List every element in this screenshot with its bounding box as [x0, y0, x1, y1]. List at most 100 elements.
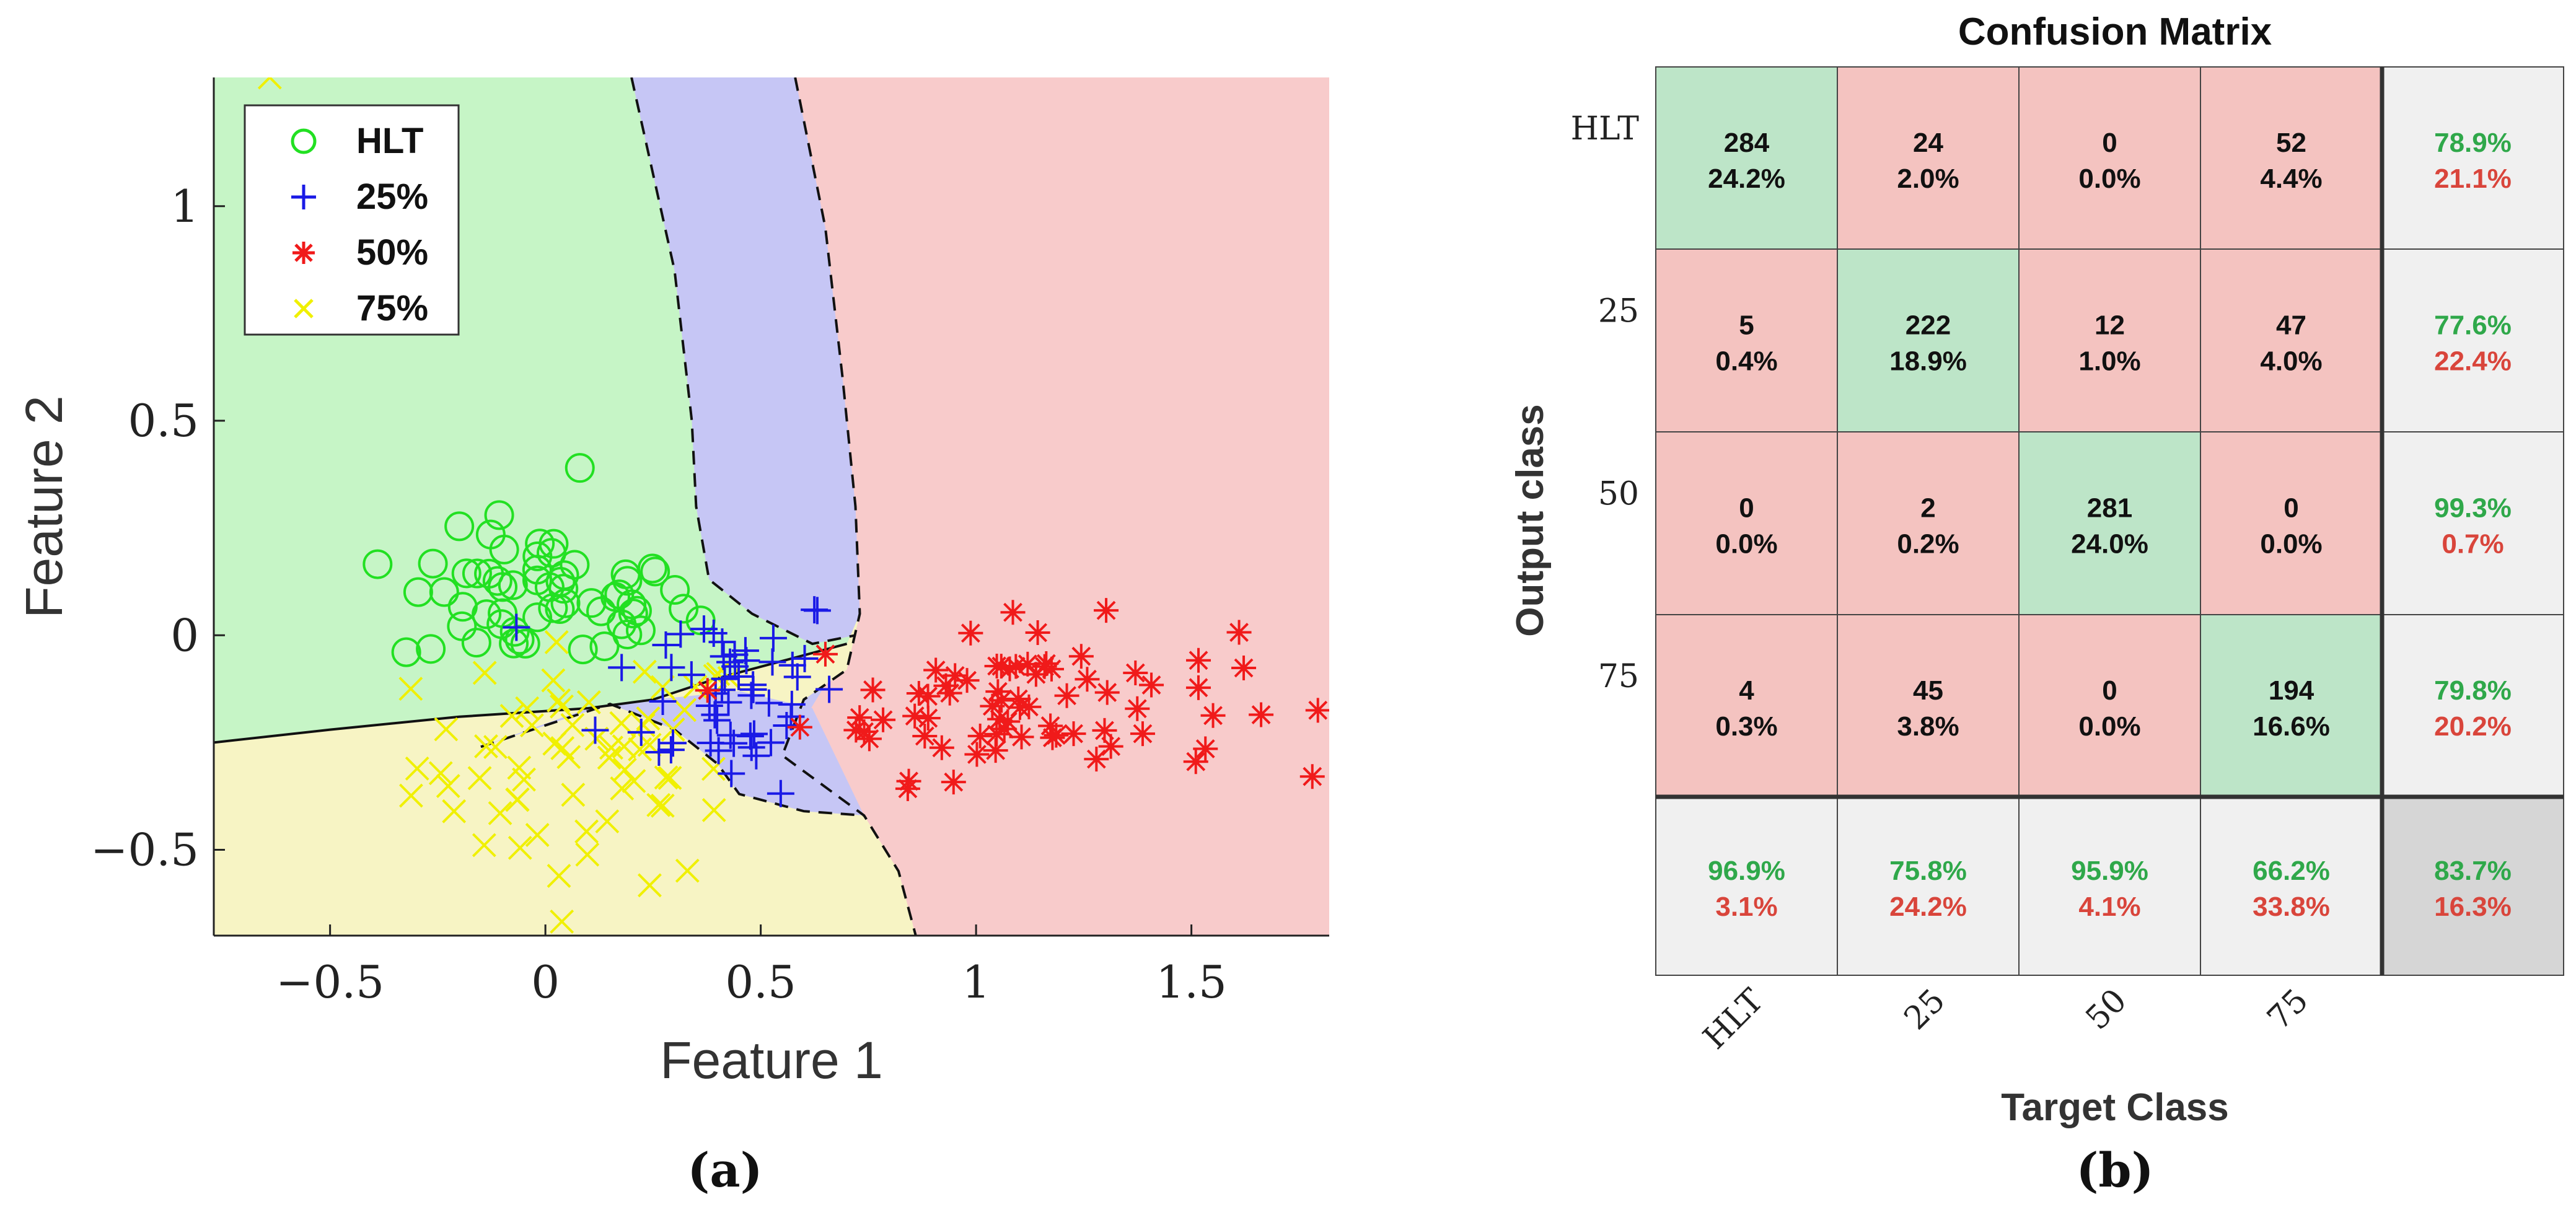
point-50: [1023, 662, 1048, 687]
cm-count: 2: [1920, 493, 1935, 524]
region-25: [631, 77, 860, 756]
point-75: [544, 630, 569, 654]
point-75: [701, 798, 726, 822]
point-50: [1231, 655, 1257, 680]
point-50: [937, 680, 962, 706]
cm-percent: 18.9%: [1889, 346, 1967, 377]
point-50: [923, 657, 949, 683]
point-50: [1249, 702, 1274, 727]
point-hlt: [363, 549, 393, 579]
cm-percent: 4.4%: [2260, 164, 2322, 194]
point-hlt: [504, 625, 535, 655]
cm-count: 0: [2102, 128, 2117, 158]
point-25: [677, 661, 705, 689]
cm-cell: [1837, 796, 2020, 976]
point-25: [783, 663, 811, 691]
legend-marker-75: [294, 299, 314, 318]
point-hlt: [451, 558, 481, 589]
x-axis-label: Feature 1: [660, 1031, 883, 1089]
point-50: [1003, 654, 1029, 679]
point-75: [541, 668, 566, 693]
row-label: HLT: [1571, 110, 1640, 147]
col-label: HLT: [1696, 982, 1771, 1057]
legend-entry-50: 50%: [292, 232, 428, 273]
x-tick-label: 1.5: [1156, 956, 1227, 1008]
point-50: [995, 709, 1021, 734]
cm-percent: 0.0%: [2078, 711, 2140, 742]
cm-percent: 24.0%: [2071, 529, 2148, 560]
point-50: [1139, 672, 1164, 698]
point-75: [599, 735, 623, 760]
point-50: [929, 735, 954, 760]
point-25: [759, 624, 787, 652]
point-50: [984, 721, 1009, 747]
point-25: [725, 662, 752, 690]
cm-cell: [1655, 66, 1838, 250]
cm-cell: [2018, 796, 2201, 976]
point-25: [645, 739, 673, 766]
point-25: [778, 690, 806, 718]
point-50: [895, 776, 920, 801]
cm-percent: 4.0%: [2260, 346, 2322, 377]
point-50: [695, 678, 720, 703]
point-hlt: [669, 594, 699, 624]
point-75: [467, 766, 492, 791]
point-50: [1075, 667, 1100, 692]
col-label: 50: [2078, 982, 2134, 1037]
legend-marker-50: [292, 242, 315, 264]
point-75: [622, 769, 646, 793]
point-25: [714, 688, 742, 716]
point-50: [1016, 694, 1042, 719]
point-50: [1098, 734, 1123, 759]
scatter-points: [257, 77, 1329, 934]
point-50: [967, 723, 993, 748]
point-hlt: [576, 588, 607, 618]
point-50: [1094, 680, 1120, 705]
x-tick-label: 1: [962, 956, 990, 1008]
point-hlt: [475, 519, 506, 550]
point-75: [650, 793, 675, 818]
point-50: [984, 653, 1009, 678]
axis-ticks: −0.5 0 0.5 1 1.5 −0.5 0 0.5 1: [90, 77, 1329, 1008]
point-75: [550, 694, 574, 719]
cm-cell: [2200, 614, 2383, 797]
point-75: [675, 858, 700, 883]
y-tick-label: 1: [170, 180, 199, 232]
point-50: [912, 724, 938, 749]
y-tick-label: −0.5: [90, 824, 199, 876]
cm-count: 24: [1913, 128, 1943, 158]
legend-marker-25: [291, 185, 316, 209]
point-hlt: [522, 602, 553, 633]
point-50: [943, 663, 968, 688]
point-hlt: [568, 634, 598, 665]
point-75: [672, 698, 697, 722]
cm-count: 0: [2102, 675, 2117, 706]
point-75: [547, 864, 571, 888]
point-50: [980, 693, 1005, 719]
point-25: [737, 682, 765, 709]
row-label: 75: [1598, 658, 1639, 695]
point-75: [632, 659, 657, 684]
cm-cell: [2018, 248, 2201, 432]
row-precision: 99.3%: [2434, 493, 2512, 524]
point-75: [472, 833, 496, 858]
x-tick-label: 0: [531, 956, 560, 1008]
point-50: [1186, 647, 1211, 673]
point-25: [721, 641, 749, 669]
point-25: [718, 760, 745, 788]
cm-cell: [1837, 66, 2020, 250]
point-25: [659, 729, 687, 757]
point-50: [1130, 721, 1155, 747]
point-75: [550, 736, 575, 760]
point-25: [778, 651, 806, 679]
point-hlt: [510, 628, 540, 659]
confusion-matrix-panel: Confusion Matrix 28424.2%242.0%00.0%524.…: [1509, 11, 2564, 1198]
point-25: [708, 628, 736, 656]
point-hlt: [560, 550, 590, 580]
point-50: [1193, 736, 1218, 762]
point-75: [550, 909, 574, 934]
point-50: [1054, 683, 1079, 708]
point-75: [499, 704, 524, 728]
legend-entry-hlt: HLT: [291, 121, 423, 161]
point-hlt: [640, 556, 670, 587]
